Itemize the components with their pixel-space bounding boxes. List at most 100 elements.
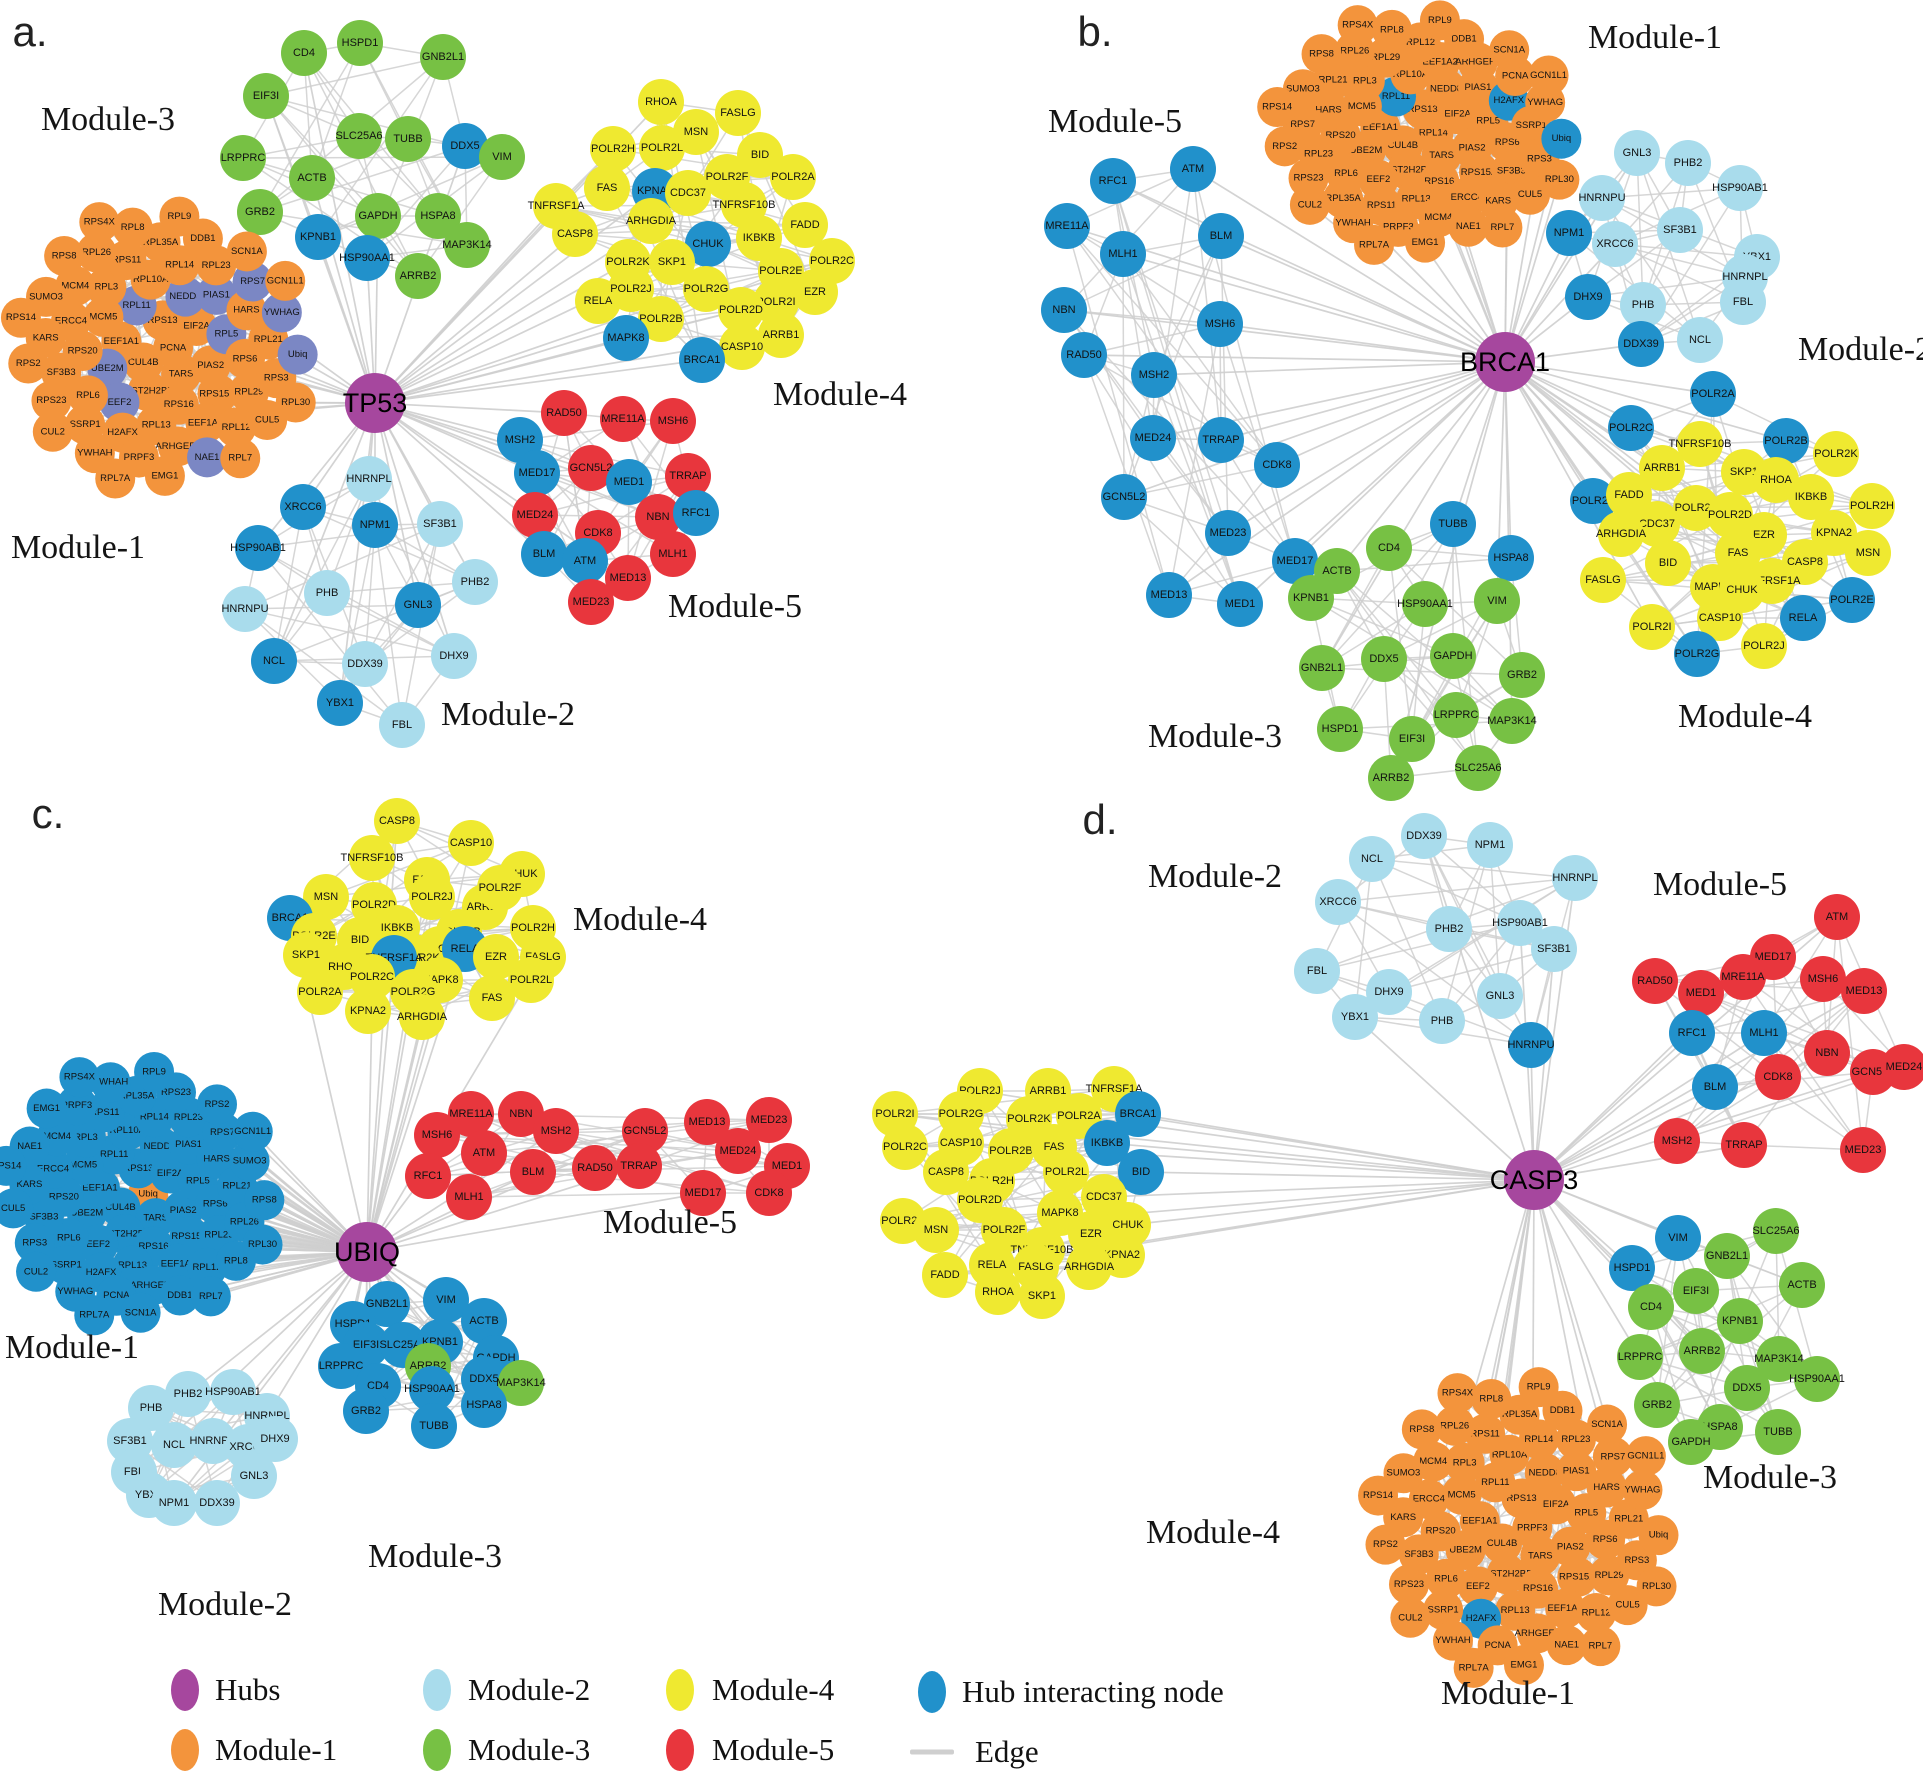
hub-edge	[374, 190, 656, 404]
node-label: POLR2H	[1850, 500, 1894, 512]
network-node	[409, 1366, 455, 1412]
network-node	[364, 1281, 410, 1327]
node-label: RPS3	[1624, 1555, 1649, 1566]
node-label: RPL5	[1574, 1508, 1598, 1519]
network-node	[1043, 1149, 1089, 1195]
node-label: TNFRSF10B	[341, 852, 404, 864]
node-label: Ubiq	[1552, 133, 1572, 144]
node-label: ERCC4	[37, 1164, 69, 1175]
hub-edge	[1127, 1179, 1535, 1226]
network-node	[237, 189, 283, 235]
node-label: DDX39	[347, 658, 382, 670]
node-label: RPL11	[122, 300, 150, 311]
node-label: HIST2H2BE	[1481, 1569, 1533, 1580]
edge	[1310, 597, 1454, 657]
node-label: CHUK	[1112, 1219, 1144, 1231]
network-node	[1446, 177, 1487, 218]
node-label: RPS7	[240, 276, 265, 287]
node-label: PCNA	[1484, 1640, 1511, 1651]
network-node	[247, 400, 288, 441]
node-label: ATM	[574, 555, 596, 567]
node-label: POLR2D	[719, 304, 763, 316]
network-node	[1677, 317, 1723, 363]
network-node	[1432, 1620, 1473, 1661]
node-label: MCM4	[61, 280, 89, 291]
node-label: EZR	[485, 951, 507, 963]
network-node	[1288, 575, 1334, 621]
edge	[273, 506, 304, 662]
node-label: GNB2L1	[422, 51, 464, 63]
node-label: MAPK8	[1041, 1207, 1078, 1219]
node-label: RPL10A	[1492, 1449, 1528, 1460]
hub-edge	[366, 1192, 704, 1253]
node-label: H2AFX	[86, 1267, 117, 1278]
network-node	[605, 555, 651, 601]
node-label: SSRP1	[1428, 1605, 1459, 1616]
hub-edge	[1533, 1071, 1874, 1181]
node-label: RPL13	[142, 420, 171, 431]
node-label: DHX9	[439, 650, 468, 662]
network-node	[1673, 1268, 1719, 1314]
node-label: HSPD1	[1614, 1262, 1651, 1274]
network-node	[1881, 1044, 1923, 1090]
node-label: MSN	[314, 891, 339, 903]
node-label: LRPPRC	[221, 152, 266, 164]
network-node	[1724, 1365, 1770, 1411]
node-label: HSPA8	[466, 1399, 501, 1411]
legend-label-module2: Module-2	[468, 1672, 591, 1707]
network-node	[679, 337, 725, 383]
network-node	[1254, 442, 1300, 488]
hub-edge	[1122, 253, 1506, 363]
node-label: SCN1A	[1493, 45, 1525, 56]
node-label: POLR2D	[958, 1194, 1002, 1206]
node-label: DHX9	[1374, 986, 1403, 998]
network-node	[1628, 1284, 1674, 1330]
node-label: DDX39	[1623, 338, 1658, 350]
node-label: DDX5	[450, 140, 479, 152]
node-label: GCN1L1	[1627, 1451, 1664, 1462]
network-node	[1587, 1404, 1628, 1445]
network-node	[1556, 1451, 1597, 1492]
node-label: POLR2A	[771, 171, 815, 183]
node-label: POLR2A	[1057, 1110, 1101, 1122]
network-node	[1794, 1356, 1840, 1402]
network-node	[120, 1292, 161, 1333]
node-label: HSP90AA1	[404, 1383, 460, 1395]
network-node	[1441, 1474, 1482, 1515]
edge	[1339, 523, 1454, 730]
node-label: HSPA8	[1493, 552, 1528, 564]
hub-edge	[374, 337, 627, 404]
node-label: RPL5	[186, 1176, 210, 1187]
node-label: MSH6	[1808, 973, 1839, 985]
node-label: HARS	[1593, 1482, 1619, 1493]
module-label: Module-3	[1702, 1459, 1838, 1496]
node-label: DDX39	[199, 1497, 234, 1509]
network-node	[336, 113, 382, 159]
node-label: FAS	[1044, 1141, 1065, 1153]
edge	[1083, 354, 1278, 466]
network-node	[14, 1222, 55, 1263]
node-label: SF3B3	[1497, 165, 1526, 176]
node-label: FADD	[1614, 489, 1643, 501]
network-node	[1398, 1534, 1439, 1575]
node-label: RPL11	[1382, 91, 1410, 102]
node-label: DDX5	[1369, 653, 1398, 665]
node-label: HIST2H2BE	[122, 386, 174, 397]
hub-edge	[1533, 1086, 1716, 1181]
edge	[1614, 243, 1744, 303]
network-node	[1721, 1122, 1767, 1168]
node-label: EEF2	[108, 397, 132, 408]
hub-edge	[894, 1113, 1535, 1181]
node-label: RPL6	[1434, 1573, 1458, 1584]
node-label: GNB2L1	[1301, 662, 1343, 674]
edge	[1676, 978, 1824, 1142]
node-label: SSRP1	[51, 1260, 82, 1271]
node-label: RPL5	[1476, 116, 1500, 127]
edge	[1388, 948, 1555, 993]
network-node	[1217, 581, 1263, 627]
network-node	[374, 798, 420, 844]
edge	[1354, 858, 1373, 1018]
node-label: PHB	[1632, 299, 1655, 311]
network-node	[461, 1298, 507, 1344]
